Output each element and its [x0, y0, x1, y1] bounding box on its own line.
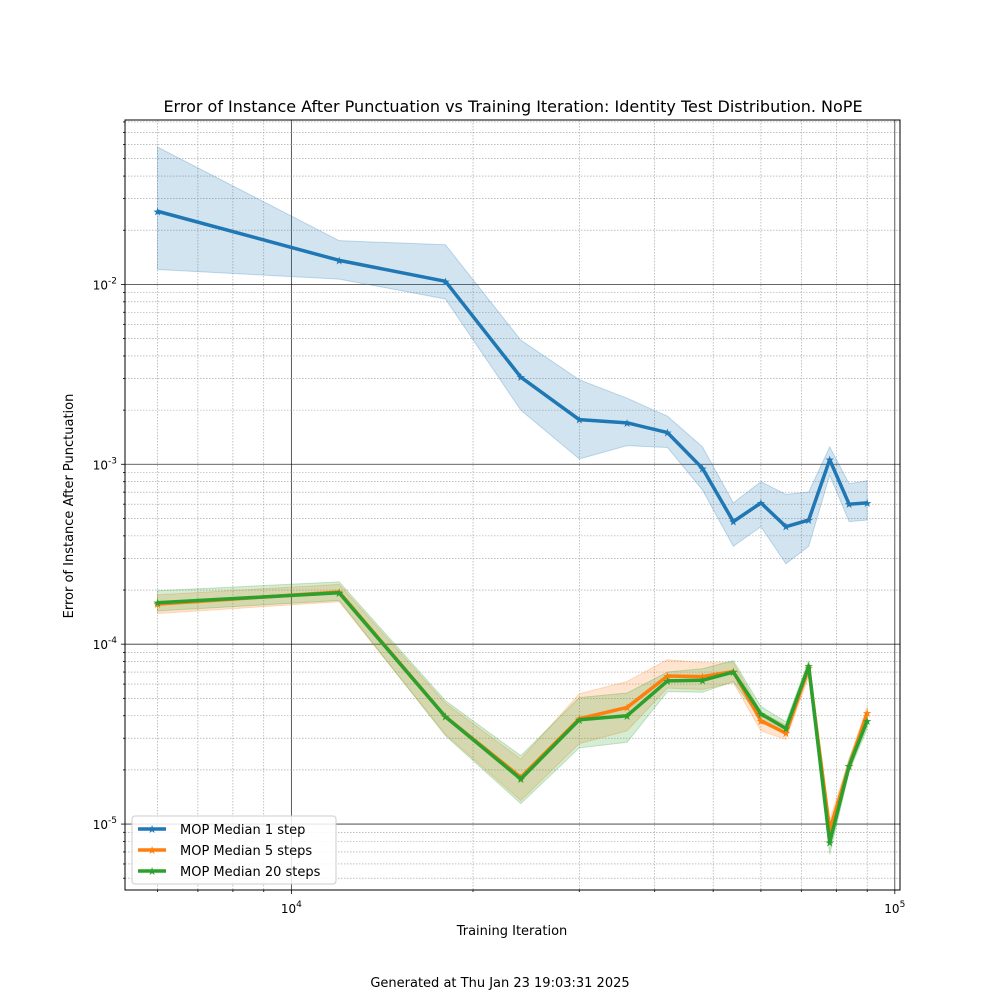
legend-label: MOP Median 1 step [180, 823, 305, 838]
data-point: ★ [781, 722, 791, 735]
data-point: ★ [663, 427, 673, 440]
data-point: ★ [804, 514, 814, 527]
data-point: ★ [728, 516, 738, 529]
confidence-band-series-3 [157, 581, 868, 855]
data-point: ★ [728, 666, 738, 679]
data-point: ★ [781, 521, 791, 534]
legend-label: MOP Median 20 steps [180, 865, 321, 880]
data-point: ★ [756, 497, 766, 510]
data-point: ★ [698, 462, 708, 475]
data-point: ★ [334, 254, 344, 267]
data-point: ★ [756, 715, 766, 728]
legend: ★ MOP Median 1 step ★ MOP Median 5 steps ★ MO… [131, 815, 337, 885]
data-point: ★ [825, 836, 835, 849]
data-point: ★ [153, 597, 163, 610]
plot-area: ★★★★★ ★★★★★★★★★ ★★★★★★★★ ★ ★★★★★★★★★★★★ ★★ ★★★… [93, 119, 905, 916]
y-tick-label: 10-4 [93, 636, 118, 652]
legend-box [131, 815, 337, 885]
data-point: ★ [862, 497, 872, 510]
y-tick-label: 10-2 [93, 276, 117, 292]
data-point: ★ [622, 710, 632, 723]
data-point: ★ [698, 674, 708, 687]
data-point: ★ [825, 454, 835, 467]
data-point: ★ [862, 715, 872, 728]
series-line-1 [157, 209, 868, 529]
legend-label: MOP Median 5 steps [180, 844, 312, 859]
data-point: ★ [334, 587, 344, 600]
chart-title: Error of Instance After Punctuation vs T… [163, 97, 862, 116]
data-point: ★ [844, 760, 854, 773]
data-point: ★ [153, 205, 163, 218]
x-axis-label: Training Iteration [456, 924, 568, 939]
data-point: ★ [622, 701, 632, 714]
data-point: ★ [862, 707, 872, 720]
axes-frame [124, 119, 901, 891]
legend-marker: ★ [147, 865, 157, 878]
data-point: ★ [153, 598, 163, 611]
y-axis-label: Error of Instance After Punctuation [62, 394, 77, 619]
x-tick-label: 104 [281, 900, 302, 916]
data-point: ★ [574, 414, 584, 427]
data-point: ★ [440, 275, 450, 288]
x-tick-label: 105 [884, 900, 905, 916]
data-point: ★ [781, 727, 791, 740]
generated-timestamp: Generated at Thu Jan 23 19:03:31 2025 [370, 976, 630, 991]
data-point: ★ [756, 708, 766, 721]
data-point: ★ [516, 371, 526, 384]
data-point: ★ [516, 773, 526, 786]
y-tick-label: 10-3 [93, 456, 117, 472]
data-point: ★ [440, 711, 450, 724]
series-layer: ★★★★★ ★★★★★★★★★ ★★★★★★★★ ★ ★★★★★★★★★★★★ ★★ ★★★… [153, 146, 872, 855]
data-point: ★ [574, 714, 584, 727]
confidence-band-series-1 [157, 146, 868, 565]
data-point: ★ [804, 660, 814, 673]
y-tick-label: 10-5 [93, 816, 117, 832]
legend-marker: ★ [147, 823, 157, 836]
data-point: ★ [663, 675, 673, 688]
legend-marker: ★ [147, 844, 157, 857]
data-point: ★ [622, 417, 632, 430]
data-point: ★ [698, 671, 708, 684]
series-line-3 [157, 591, 869, 845]
confidence-band-series-2 [157, 583, 868, 844]
data-point: ★ [663, 670, 673, 683]
data-point: ★ [844, 498, 854, 511]
ticks: 104 105 10-5 10-4 10-3 10-2 [93, 121, 905, 916]
